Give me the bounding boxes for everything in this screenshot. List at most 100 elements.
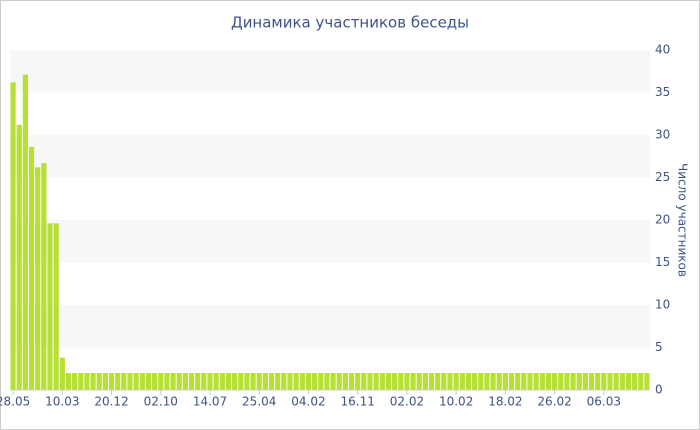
bar — [422, 373, 428, 390]
y-tick-label: 15 — [655, 255, 670, 269]
bar — [521, 373, 527, 390]
bar — [644, 373, 650, 390]
bar — [35, 167, 41, 390]
bar — [65, 373, 72, 390]
x-tick-label: 18.02 — [488, 395, 522, 409]
bar — [582, 373, 588, 390]
bar — [244, 373, 250, 390]
bar — [552, 373, 558, 390]
bar — [275, 373, 281, 390]
bar — [53, 223, 59, 390]
bar — [318, 373, 324, 390]
bar — [459, 373, 465, 390]
bar — [59, 357, 65, 390]
bar — [139, 373, 145, 390]
bar — [484, 373, 490, 390]
bar — [41, 163, 47, 390]
bar — [435, 373, 441, 390]
bar — [250, 373, 256, 390]
bar — [102, 373, 108, 390]
bar — [619, 373, 625, 390]
bar — [145, 373, 152, 390]
bar — [182, 373, 188, 390]
bar — [367, 373, 373, 390]
bar — [336, 373, 342, 390]
bar — [16, 124, 22, 391]
bar — [22, 74, 28, 391]
bar — [108, 373, 115, 390]
bar — [293, 373, 299, 390]
bar — [158, 373, 164, 390]
grid-band — [10, 220, 650, 263]
bar — [564, 373, 570, 390]
bar — [72, 373, 78, 390]
bar — [478, 373, 484, 390]
bar — [502, 373, 508, 390]
bar — [133, 373, 139, 390]
x-tick-label: 02.10 — [144, 395, 178, 409]
bar — [195, 373, 201, 390]
bar — [232, 373, 238, 390]
x-tick-label: 25.04 — [242, 395, 276, 409]
bar — [545, 373, 552, 390]
bar — [453, 373, 459, 390]
bar — [213, 373, 219, 390]
bar — [632, 373, 638, 390]
bar — [127, 373, 133, 390]
bar — [539, 373, 545, 390]
bar — [28, 146, 35, 390]
bar — [207, 373, 213, 390]
bar — [238, 373, 244, 390]
bar — [601, 373, 607, 390]
x-tick-label: 28.05 — [0, 395, 30, 409]
bar — [638, 373, 644, 390]
bar — [416, 373, 422, 390]
bar — [472, 373, 478, 390]
bar — [490, 373, 496, 390]
x-tick-label: 10.03 — [45, 395, 79, 409]
bar — [121, 373, 127, 390]
bar — [287, 373, 293, 390]
grid-band — [10, 305, 650, 348]
bar — [570, 373, 576, 390]
bar — [188, 373, 195, 390]
bar — [508, 373, 515, 390]
bar — [281, 373, 287, 390]
bar — [324, 373, 330, 390]
bar — [219, 373, 225, 390]
bar — [10, 82, 16, 391]
bar — [90, 373, 96, 390]
bar — [496, 373, 502, 390]
bar — [361, 373, 367, 390]
bar — [84, 373, 90, 390]
x-tick-label: 20.12 — [94, 395, 128, 409]
bar — [78, 373, 84, 390]
bar — [441, 373, 447, 390]
bar — [201, 373, 207, 390]
bar — [410, 373, 416, 390]
bar — [47, 223, 53, 390]
y-tick-label: 30 — [655, 128, 670, 142]
bar — [613, 373, 619, 390]
bar — [312, 373, 318, 390]
bar — [576, 373, 582, 390]
bar — [588, 373, 595, 390]
bar — [348, 373, 355, 390]
y-tick-label: 25 — [655, 170, 670, 184]
y-tick-label: 5 — [655, 340, 663, 354]
x-tick-label: 06.03 — [587, 395, 621, 409]
bar — [428, 373, 435, 390]
grid-band — [10, 135, 650, 178]
bar — [305, 373, 312, 390]
x-tick-label: 04.02 — [291, 395, 325, 409]
bar — [262, 373, 268, 390]
bar — [379, 373, 385, 390]
bar — [398, 373, 404, 390]
bar — [355, 373, 361, 390]
bar — [558, 373, 564, 390]
bar — [533, 373, 539, 390]
x-tick-label: 14.07 — [193, 395, 227, 409]
bar — [515, 373, 521, 390]
bar — [607, 373, 613, 390]
